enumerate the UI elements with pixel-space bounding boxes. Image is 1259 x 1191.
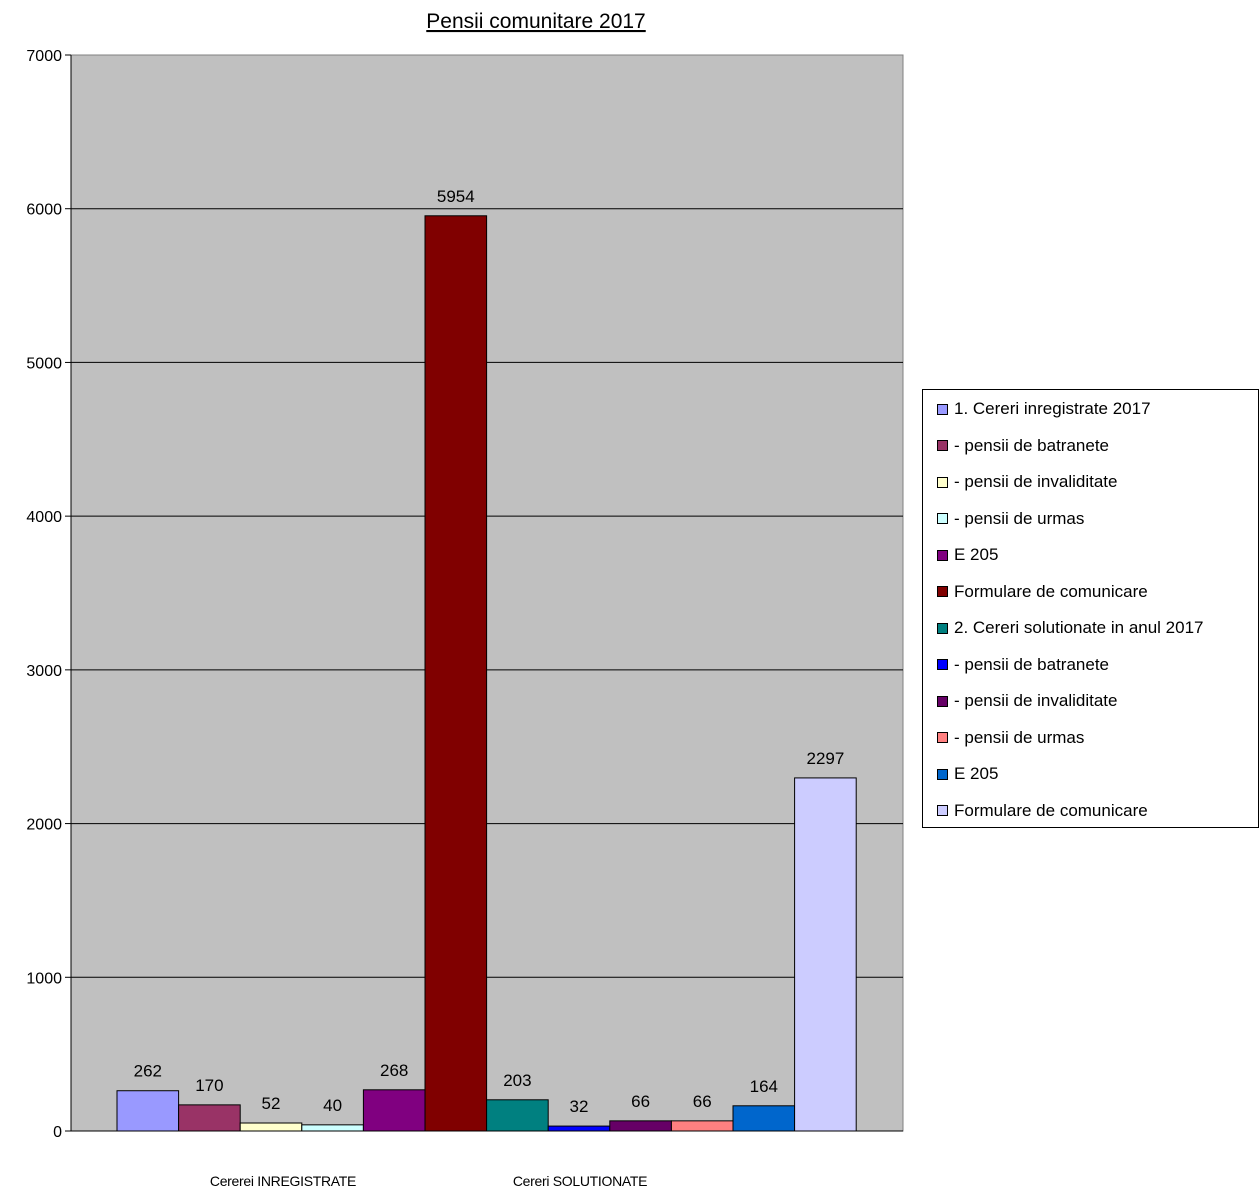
legend-item: - pensii de invaliditate bbox=[937, 471, 1117, 493]
data-label: 32 bbox=[570, 1097, 589, 1116]
legend-label: E 205 bbox=[954, 545, 999, 564]
legend-swatch bbox=[937, 659, 948, 670]
legend-item: - pensii de invaliditate bbox=[937, 690, 1117, 712]
bar bbox=[547, 1125, 611, 1132]
legend-swatch bbox=[937, 695, 948, 707]
y-tick-label: 6000 bbox=[26, 202, 62, 219]
legend-swatch bbox=[937, 440, 948, 451]
legend-label: Formulare de comunicare bbox=[954, 581, 1148, 601]
legend-swatch bbox=[937, 549, 948, 561]
legend-item: Formulare de comunicare bbox=[937, 581, 1148, 603]
bar bbox=[301, 1124, 364, 1132]
legend-swatch bbox=[937, 513, 948, 524]
bar bbox=[424, 215, 488, 1132]
legend-label: - pensii de batranete bbox=[954, 654, 1109, 674]
legend-item: - pensii de batranete bbox=[937, 654, 1109, 676]
legend-item: E 205 bbox=[937, 763, 998, 785]
bar bbox=[116, 1090, 180, 1132]
legend-label: - pensii de invaliditate bbox=[954, 472, 1118, 491]
legend-swatch bbox=[937, 622, 948, 634]
bar bbox=[732, 1105, 796, 1132]
bar bbox=[794, 777, 857, 1132]
legend-swatch bbox=[937, 732, 948, 743]
legend-item: - pensii de batranete bbox=[937, 435, 1109, 457]
legend-swatch bbox=[937, 768, 948, 780]
legend-swatch bbox=[937, 805, 948, 816]
legend-swatch bbox=[937, 403, 948, 415]
bar bbox=[486, 1099, 549, 1132]
chart-title: Pensii comunitare 2017 bbox=[426, 10, 645, 33]
bar bbox=[362, 1089, 426, 1132]
data-label: 170 bbox=[195, 1076, 223, 1095]
data-label: 203 bbox=[503, 1071, 531, 1090]
y-tick-label: 7000 bbox=[26, 48, 62, 65]
legend-label: - pensii de invaliditate bbox=[954, 691, 1118, 710]
bar bbox=[670, 1120, 734, 1132]
y-tick-label: 0 bbox=[53, 1124, 62, 1141]
data-label: 2297 bbox=[806, 749, 844, 768]
legend-label: Formulare de comunicare bbox=[954, 800, 1148, 820]
legend-item: - pensii de urmas bbox=[937, 727, 1084, 749]
y-tick-label: 3000 bbox=[26, 663, 62, 680]
legend-item: - pensii de urmas bbox=[937, 508, 1084, 530]
legend-swatch bbox=[937, 586, 948, 597]
bar bbox=[239, 1122, 303, 1132]
data-label: 66 bbox=[631, 1092, 650, 1111]
y-tick-label: 1000 bbox=[26, 970, 62, 987]
data-label: 66 bbox=[693, 1092, 712, 1111]
y-tick-label: 4000 bbox=[26, 509, 62, 526]
data-label: 52 bbox=[262, 1094, 281, 1113]
data-label: 164 bbox=[750, 1077, 778, 1096]
group-label-registered: Cererei INREGISTRATE bbox=[210, 1173, 356, 1189]
legend-item: 1. Cereri inregistrate 2017 bbox=[937, 398, 1151, 420]
legend-label: - pensii de batranete bbox=[954, 435, 1109, 455]
legend-label: 2. Cereri solutionate in anul 2017 bbox=[954, 618, 1204, 637]
data-label: 40 bbox=[323, 1096, 342, 1115]
legend-swatch bbox=[937, 476, 948, 488]
legend-label: - pensii de urmas bbox=[954, 727, 1085, 747]
data-label: 268 bbox=[380, 1061, 408, 1080]
y-tick-label: 2000 bbox=[26, 817, 62, 834]
data-label: 262 bbox=[134, 1062, 162, 1081]
legend-label: 1. Cereri inregistrate 2017 bbox=[954, 399, 1151, 418]
legend-label: - pensii de urmas bbox=[954, 508, 1085, 528]
legend-item: Formulare de comunicare bbox=[937, 800, 1148, 822]
legend: 1. Cereri inregistrate 2017 - pensii de b… bbox=[922, 389, 1259, 828]
legend-item: E 205 bbox=[937, 544, 998, 566]
legend-item: 2. Cereri solutionate in anul 2017 bbox=[937, 617, 1204, 639]
group-label-solved: Cereri SOLUTIONATE bbox=[513, 1173, 647, 1189]
y-tick-label: 5000 bbox=[26, 355, 62, 372]
bar bbox=[609, 1120, 672, 1132]
bar bbox=[178, 1104, 241, 1132]
legend-label: E 205 bbox=[954, 764, 999, 783]
data-label: 5954 bbox=[437, 187, 475, 206]
